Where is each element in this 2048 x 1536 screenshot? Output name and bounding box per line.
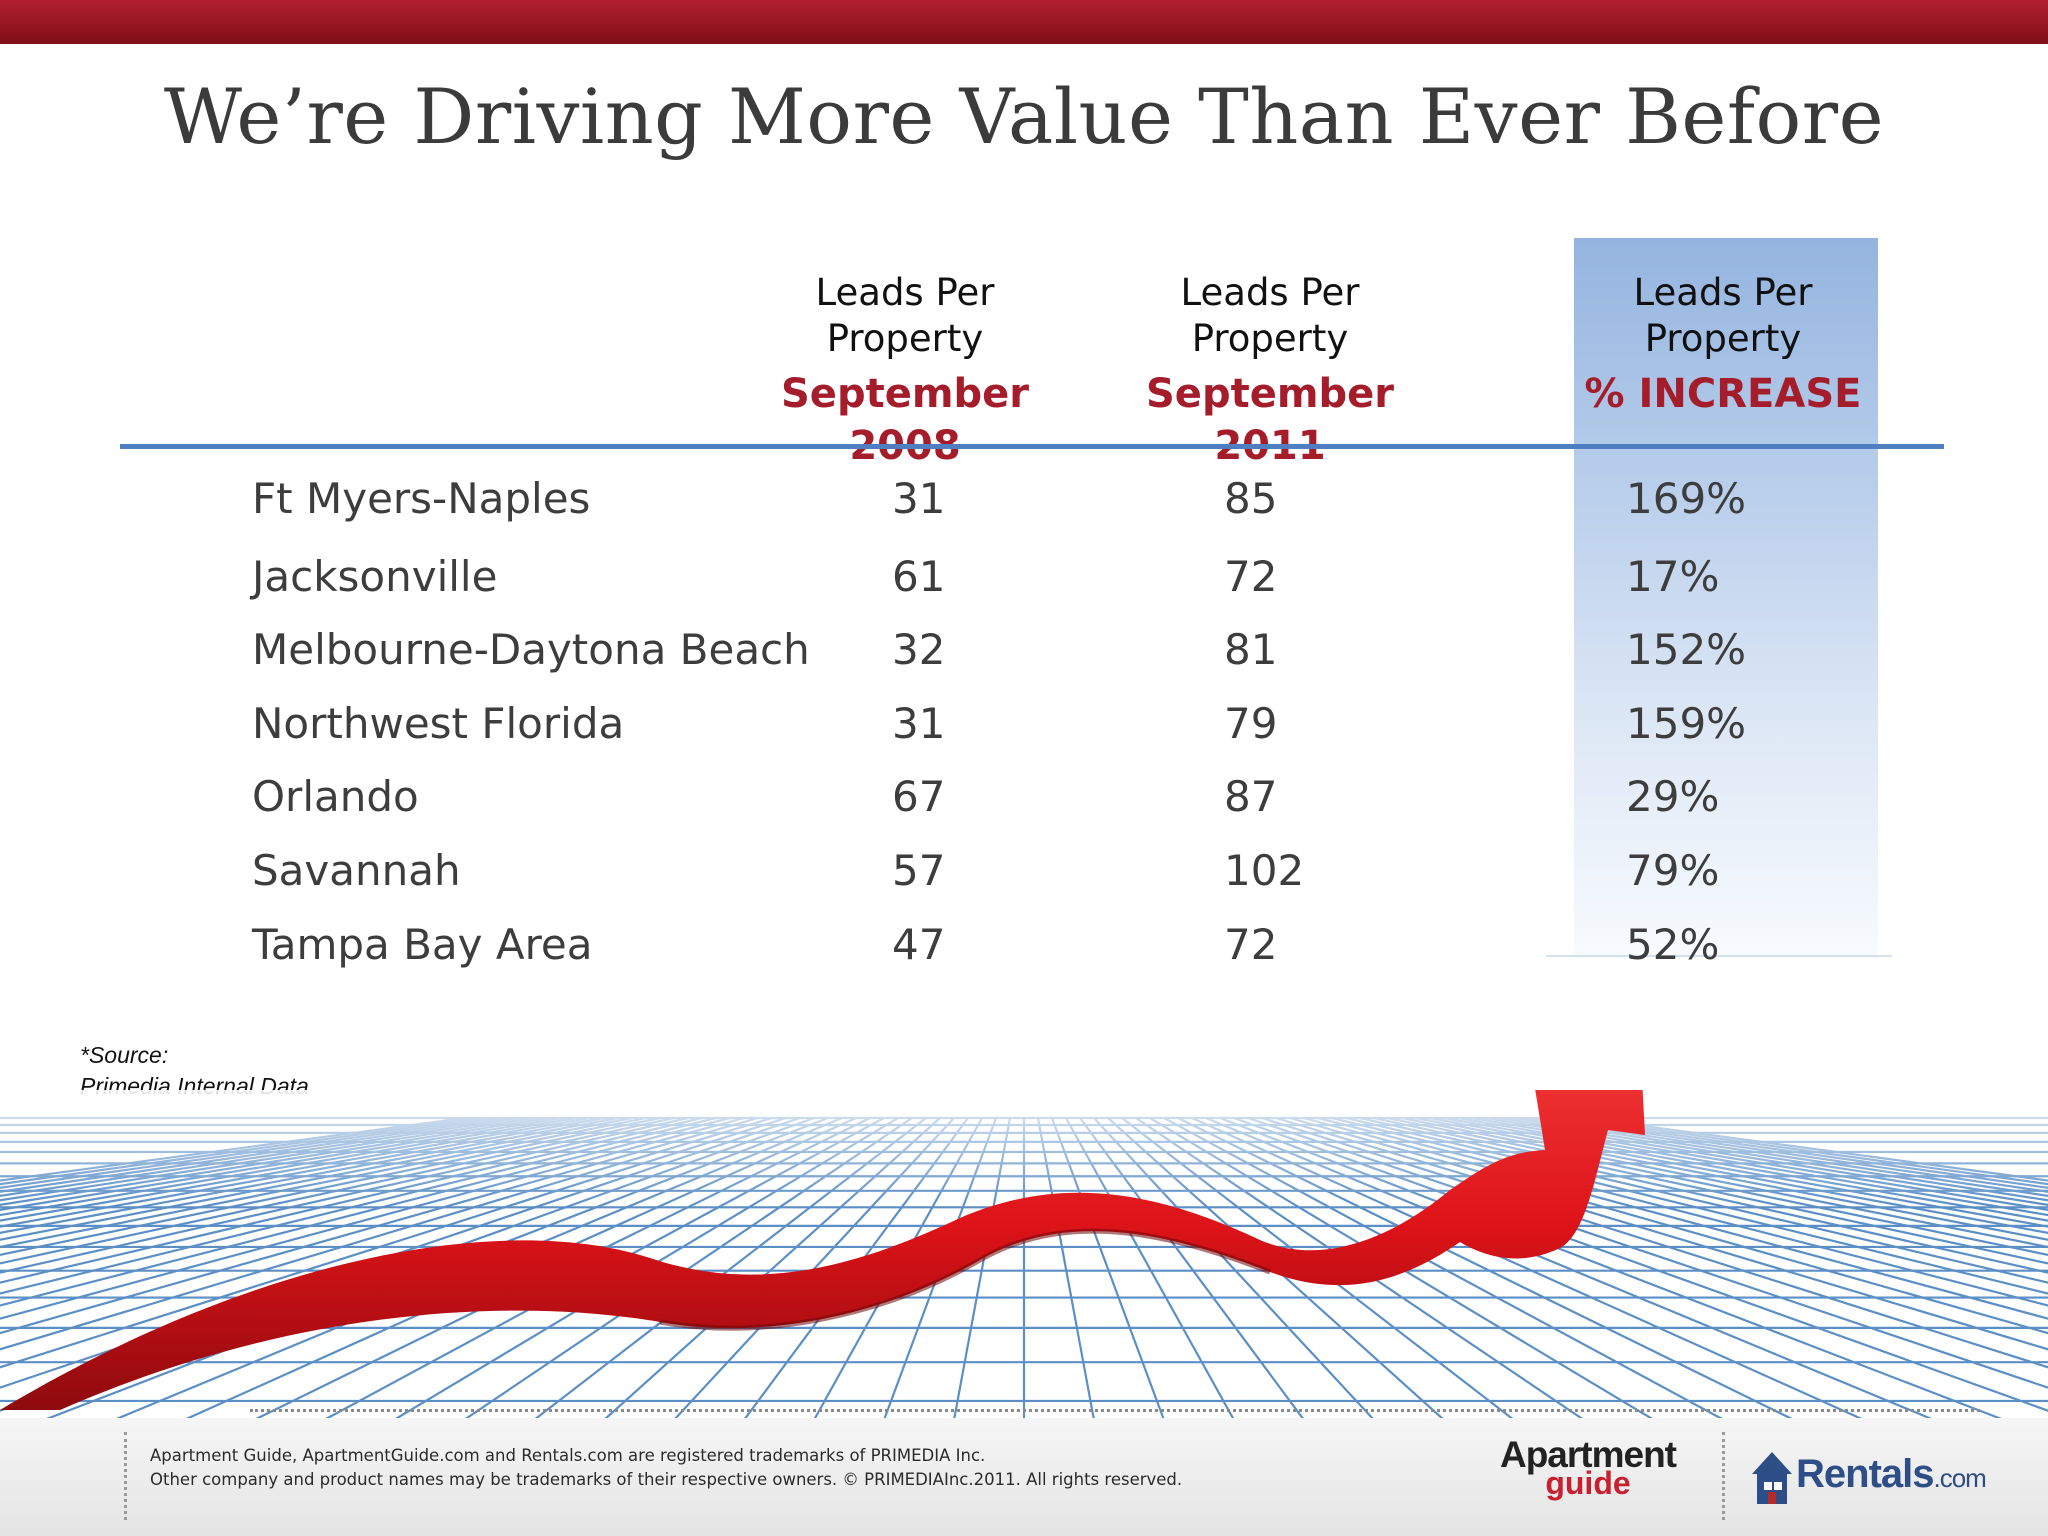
slide-title: We’re Driving More Value Than Ever Befor… bbox=[163, 72, 1885, 161]
value-2011: 72 bbox=[1224, 552, 1278, 601]
footer-dotted-rule bbox=[250, 1409, 1980, 1412]
market-name: Savannah bbox=[252, 846, 461, 895]
value-2008: 31 bbox=[892, 699, 946, 748]
percent-increase: 29% bbox=[1626, 772, 1720, 821]
footer-legal-text: Apartment Guide, ApartmentGuide.com and … bbox=[150, 1444, 1182, 1492]
value-2011: 87 bbox=[1224, 772, 1278, 821]
market-name: Northwest Florida bbox=[252, 699, 625, 748]
market-name: Ft Myers-Naples bbox=[252, 474, 591, 523]
source-label: *Source: bbox=[80, 1042, 169, 1068]
column-header-2008: Leads Per Property September 2008 bbox=[725, 270, 1085, 472]
footer-divider-right bbox=[1722, 1432, 1725, 1520]
column-header-line2: Property bbox=[826, 317, 984, 360]
top-banner bbox=[0, 0, 2048, 44]
rentals-name: Rentals bbox=[1796, 1452, 1934, 1496]
value-2008: 67 bbox=[892, 772, 946, 821]
percent-increase: 169% bbox=[1626, 474, 1747, 523]
column-header-sub: September 2008 bbox=[781, 371, 1029, 469]
column-header-sub: September 2011 bbox=[1146, 371, 1394, 469]
apartment-guide-logo: Apartment guide bbox=[1468, 1436, 1708, 1506]
header-rule bbox=[120, 444, 1944, 449]
value-2008: 31 bbox=[892, 474, 946, 523]
footer-bar bbox=[0, 1418, 2048, 1536]
percent-increase: 17% bbox=[1626, 552, 1720, 601]
highlight-base-line bbox=[1546, 955, 1892, 957]
column-header-line1: Leads Per bbox=[1633, 271, 1813, 314]
value-2011: 72 bbox=[1224, 920, 1278, 969]
value-2008: 32 bbox=[892, 625, 946, 674]
value-2008: 57 bbox=[892, 846, 946, 895]
logo-word-guide: guide bbox=[1545, 1465, 1631, 1501]
value-2008: 47 bbox=[892, 920, 946, 969]
value-2011: 79 bbox=[1224, 699, 1278, 748]
column-header-sub: % INCREASE bbox=[1584, 371, 1862, 417]
value-2011: 85 bbox=[1224, 474, 1278, 523]
footer-divider-left bbox=[124, 1432, 127, 1520]
column-header-line1: Leads Per bbox=[815, 271, 995, 314]
column-header-2011: Leads Per Property September 2011 bbox=[1090, 270, 1450, 472]
footer-line2: Other company and product names may be t… bbox=[150, 1470, 1183, 1489]
market-name: Jacksonville bbox=[252, 552, 498, 601]
market-name: Tampa Bay Area bbox=[252, 920, 593, 969]
column-header-line2: Property bbox=[1191, 317, 1349, 360]
column-header-line2: Property bbox=[1644, 317, 1802, 360]
rentals-suffix: .com bbox=[1933, 1463, 1987, 1493]
logo-word-apartment: Apartment bbox=[1499, 1434, 1677, 1475]
percent-increase: 79% bbox=[1626, 846, 1720, 895]
value-2008: 61 bbox=[892, 552, 946, 601]
market-name: Orlando bbox=[252, 772, 419, 821]
percent-increase: 152% bbox=[1626, 625, 1747, 674]
column-header-line1: Leads Per bbox=[1180, 271, 1360, 314]
value-2011: 102 bbox=[1224, 846, 1305, 895]
footer-line1: Apartment Guide, ApartmentGuide.com and … bbox=[150, 1446, 986, 1465]
percent-increase: 52% bbox=[1626, 920, 1720, 969]
column-header-increase: Leads Per Property % INCREASE bbox=[1543, 270, 1903, 420]
house-icon bbox=[1752, 1452, 1792, 1504]
highlight-column bbox=[1574, 238, 1878, 958]
percent-increase: 159% bbox=[1626, 699, 1747, 748]
growth-arrow-illustration bbox=[0, 1090, 2048, 1420]
rentals-logo: Rentals.com bbox=[1748, 1444, 2008, 1514]
market-name: Melbourne-Daytona Beach bbox=[252, 625, 810, 674]
value-2011: 81 bbox=[1224, 625, 1278, 674]
